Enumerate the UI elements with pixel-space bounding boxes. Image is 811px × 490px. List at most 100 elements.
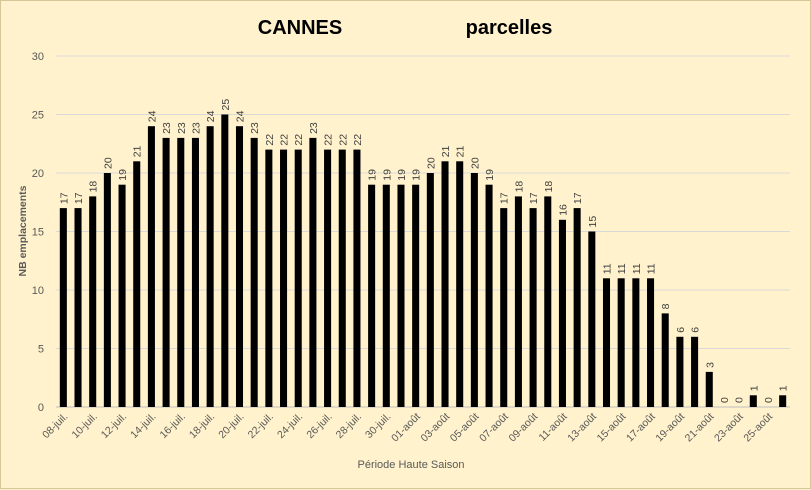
x-tick-label: 16-juil. bbox=[158, 411, 188, 441]
data-label: 1 bbox=[748, 385, 760, 391]
bar bbox=[235, 126, 244, 407]
bar bbox=[573, 208, 581, 407]
bar bbox=[749, 395, 757, 407]
bar bbox=[647, 278, 655, 407]
bar bbox=[133, 161, 141, 407]
x-tick-label: 07-août bbox=[477, 411, 511, 445]
x-tick-label: 05-août bbox=[448, 411, 482, 445]
x-tick-label: 09-août bbox=[507, 411, 541, 445]
data-label: 11 bbox=[616, 263, 628, 274]
bar bbox=[353, 149, 361, 407]
x-tick-label: 26-juil. bbox=[304, 411, 334, 441]
x-tick-label: 25-août bbox=[741, 411, 775, 445]
data-label: 6 bbox=[675, 327, 687, 333]
data-label: 23 bbox=[176, 122, 188, 134]
x-tick-label: 12-juil. bbox=[99, 411, 129, 441]
bar bbox=[103, 173, 111, 407]
bar bbox=[221, 114, 229, 407]
data-label: 19 bbox=[117, 169, 129, 181]
x-tick-label: 10-juil. bbox=[69, 411, 99, 441]
x-tick-label: 08-juil. bbox=[40, 411, 70, 441]
data-label: 19 bbox=[367, 169, 379, 181]
data-label: 21 bbox=[440, 145, 452, 157]
data-label: 18 bbox=[513, 181, 525, 193]
data-label: 0 bbox=[719, 397, 731, 403]
bar bbox=[324, 149, 332, 407]
bar bbox=[250, 137, 258, 407]
y-axis-ticks: 0 5 10 15 20 25 30 bbox=[32, 51, 44, 414]
data-label: 23 bbox=[161, 122, 173, 134]
bar bbox=[265, 149, 273, 407]
data-label: 1 bbox=[778, 385, 790, 391]
x-tick-label: 18-juil. bbox=[187, 411, 217, 441]
bar bbox=[397, 184, 405, 407]
y-tick-label: 20 bbox=[32, 168, 44, 180]
y-tick-label: 0 bbox=[38, 402, 44, 414]
bar bbox=[661, 313, 669, 407]
bar bbox=[382, 184, 390, 407]
data-label: 21 bbox=[455, 145, 467, 157]
data-label: 17 bbox=[58, 192, 70, 204]
bar bbox=[191, 137, 199, 407]
bar bbox=[558, 219, 566, 407]
data-label: 18 bbox=[88, 181, 100, 193]
bar bbox=[514, 196, 522, 407]
y-tick-label: 10 bbox=[32, 285, 44, 297]
data-label: 23 bbox=[190, 122, 202, 134]
x-axis-title: Période Haute Saison bbox=[357, 459, 464, 471]
data-label: 22 bbox=[337, 134, 349, 146]
data-label: 22 bbox=[352, 134, 364, 146]
chart-title: CANNES bbox=[258, 17, 342, 39]
chart-subtitle: parcelles bbox=[466, 17, 553, 39]
x-tick-label: 20-juil. bbox=[216, 411, 246, 441]
bars bbox=[59, 114, 787, 407]
x-tick-label: 21-août bbox=[683, 411, 717, 445]
bar bbox=[500, 208, 508, 407]
x-tick-label: 24-juil. bbox=[275, 411, 305, 441]
bar bbox=[412, 184, 420, 407]
x-tick-label: 17-août bbox=[624, 411, 658, 445]
data-label: 11 bbox=[602, 263, 614, 274]
data-label: 17 bbox=[528, 192, 540, 204]
x-tick-label: 14-juil. bbox=[128, 411, 158, 441]
data-label: 19 bbox=[381, 169, 393, 181]
bar bbox=[59, 208, 67, 407]
x-tick-label: 15-août bbox=[595, 411, 629, 445]
data-label: 21 bbox=[132, 145, 144, 157]
bar bbox=[338, 149, 346, 407]
data-label: 24 bbox=[146, 110, 158, 122]
bar bbox=[441, 161, 449, 407]
data-label: 24 bbox=[205, 110, 217, 122]
data-label: 19 bbox=[396, 169, 408, 181]
y-tick-label: 30 bbox=[32, 51, 44, 63]
y-axis-title: NB emplacements bbox=[17, 185, 29, 276]
y-tick-label: 15 bbox=[32, 227, 44, 239]
bar bbox=[676, 336, 684, 407]
data-label: 3 bbox=[704, 362, 716, 368]
x-tick-label: 13-août bbox=[565, 411, 599, 445]
bar bbox=[691, 336, 699, 407]
data-label: 22 bbox=[279, 134, 291, 146]
data-label: 23 bbox=[308, 122, 320, 134]
x-axis-ticks: 08-juil.10-juil.12-juil.14-juil.16-juil.… bbox=[40, 411, 775, 445]
bar bbox=[470, 173, 478, 407]
bar bbox=[617, 278, 625, 407]
x-tick-label: 11-août bbox=[536, 411, 569, 444]
data-label: 0 bbox=[763, 397, 775, 403]
bar bbox=[206, 126, 214, 407]
data-label: 22 bbox=[323, 134, 335, 146]
bar bbox=[426, 173, 434, 407]
data-label: 0 bbox=[734, 397, 746, 403]
data-label: 24 bbox=[235, 110, 247, 122]
data-label: 23 bbox=[249, 122, 261, 134]
bar bbox=[118, 184, 126, 407]
x-tick-label: 19-août bbox=[653, 411, 687, 445]
bar bbox=[485, 184, 493, 407]
data-label: 19 bbox=[411, 169, 423, 181]
bar bbox=[544, 196, 552, 407]
data-label: 17 bbox=[499, 192, 511, 204]
y-tick-label: 5 bbox=[38, 344, 44, 356]
bar bbox=[177, 137, 185, 407]
